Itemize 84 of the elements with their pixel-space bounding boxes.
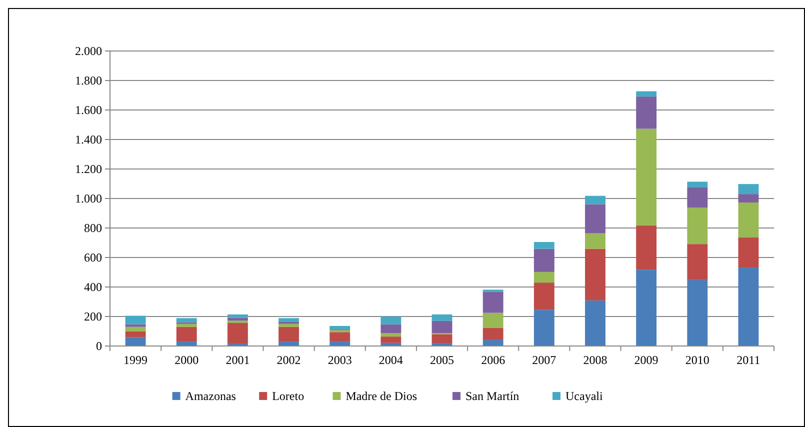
y-tick-label: 600	[84, 250, 102, 265]
bar	[738, 202, 759, 238]
bar	[278, 318, 299, 322]
bar	[687, 187, 708, 208]
x-tick-label: 2009	[634, 353, 658, 367]
bar	[227, 322, 248, 344]
bar	[687, 244, 708, 280]
bar	[482, 292, 504, 313]
bar	[227, 318, 248, 321]
x-tick-label: 2008	[583, 353, 608, 367]
bar	[278, 326, 299, 342]
bar	[534, 272, 554, 283]
bar	[636, 270, 657, 346]
bar	[585, 300, 606, 346]
x-tick-label: 2000	[174, 353, 199, 367]
bar	[687, 280, 708, 346]
y-tick-label: 2.000	[75, 44, 102, 58]
y-tick-label: 800	[84, 221, 102, 236]
bar	[585, 233, 606, 249]
x-tick-label: 1999	[124, 353, 148, 367]
bar	[432, 320, 452, 334]
bar	[125, 324, 146, 327]
bar	[534, 282, 554, 310]
y-tick-label: 1.400	[75, 132, 102, 147]
bar	[125, 331, 146, 338]
y-tick-label: 0	[96, 339, 102, 354]
y-tick-label: 400	[84, 280, 102, 294]
bar	[482, 340, 504, 346]
bar	[636, 91, 657, 97]
bar	[687, 182, 708, 188]
legend-label: Loreto	[272, 389, 304, 404]
bar	[176, 324, 197, 327]
bar	[278, 342, 299, 346]
x-tick-label: 2003	[328, 353, 352, 367]
bar	[330, 326, 350, 330]
bar	[687, 207, 708, 244]
bar	[176, 342, 197, 346]
x-tick-label: 2010	[685, 353, 710, 367]
bar	[482, 312, 504, 328]
bar	[176, 326, 197, 342]
x-tick-label: 2006	[481, 353, 506, 367]
y-tick-label: 1.800	[75, 74, 102, 88]
x-tick-label: 2007	[532, 353, 556, 367]
y-tick-label: 1.600	[75, 103, 102, 118]
bar	[738, 194, 759, 202]
bar	[534, 248, 554, 272]
bar	[330, 332, 350, 342]
bar	[380, 324, 402, 334]
bar	[534, 242, 554, 249]
bar	[482, 328, 504, 340]
legend-label: San Martín	[466, 389, 520, 404]
legend-label: Amazonas	[185, 389, 236, 404]
y-tick-label: 200	[84, 310, 102, 324]
x-tick-label: 2001	[226, 353, 250, 367]
x-tick-label: 2002	[276, 353, 301, 367]
bar	[636, 96, 657, 129]
bar	[534, 310, 554, 346]
bar	[176, 318, 197, 322]
bar	[125, 316, 146, 324]
bar	[330, 342, 350, 346]
x-tick-label: 2005	[430, 353, 454, 367]
bar	[432, 314, 452, 321]
x-tick-label: 2004	[378, 353, 403, 367]
bar	[738, 237, 759, 268]
bar	[125, 337, 146, 346]
bar	[585, 196, 606, 204]
bar	[738, 268, 759, 346]
bar	[380, 333, 402, 337]
legend-label: Ucayali	[566, 389, 604, 404]
bar	[380, 316, 402, 324]
bar	[125, 326, 146, 332]
x-tick-label: 2011	[736, 353, 760, 367]
bar	[585, 248, 606, 300]
legend-label: Madre de Dios	[346, 389, 418, 404]
bar	[432, 334, 452, 344]
y-tick-label: 1.000	[75, 192, 102, 206]
bar	[380, 336, 402, 343]
bar	[636, 128, 657, 226]
bar	[585, 204, 606, 234]
bar	[227, 314, 248, 318]
bar	[636, 225, 657, 270]
y-tick-label: 1.200	[75, 162, 102, 176]
bar	[278, 324, 299, 327]
bar	[738, 184, 759, 194]
